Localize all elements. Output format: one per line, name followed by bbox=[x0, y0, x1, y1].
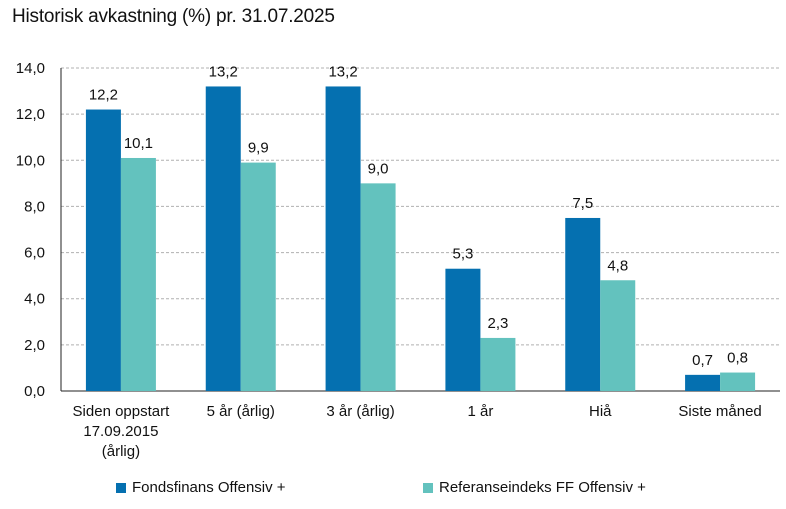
bar bbox=[600, 280, 636, 391]
bar bbox=[85, 109, 121, 392]
x-category-label-line: (årlig) bbox=[102, 443, 140, 460]
bar bbox=[445, 268, 481, 391]
data-label: 10,1 bbox=[124, 135, 153, 152]
y-tick-label: 0,0 bbox=[24, 383, 45, 400]
data-label: 13,2 bbox=[328, 63, 357, 80]
data-label: 9,9 bbox=[248, 140, 269, 157]
bar bbox=[480, 337, 516, 391]
bar bbox=[240, 162, 276, 391]
x-category-label: 3 år (årlig) bbox=[326, 403, 394, 420]
y-tick-label: 6,0 bbox=[24, 245, 45, 262]
data-label: 0,8 bbox=[727, 350, 748, 367]
legend-item-series-1: Fondsfinans Offensiv + bbox=[116, 479, 286, 496]
legend-swatch-series-1 bbox=[116, 482, 126, 493]
legend-item-series-2: Referanseindeks FF Offensiv + bbox=[423, 479, 646, 496]
x-category-label-line: Siden oppstart bbox=[73, 403, 171, 420]
axes: 0,0 2,0 4,0 6,0 8,0 10,0 12,0 14,0 Siden oppstar… bbox=[16, 60, 780, 460]
data-label: 2,3 bbox=[487, 315, 508, 332]
data-label: 12,2 bbox=[89, 87, 118, 104]
y-tick-label: 4,0 bbox=[24, 291, 45, 308]
bar bbox=[720, 372, 756, 391]
x-category-label: 1 år bbox=[467, 403, 493, 420]
x-category-label-line: Siste måned bbox=[678, 403, 761, 420]
x-category-label-line: 5 år (årlig) bbox=[207, 403, 275, 420]
bar bbox=[565, 217, 601, 391]
legend-label-series-1: Fondsfinans Offensiv + bbox=[132, 479, 286, 496]
data-label: 13,2 bbox=[209, 63, 238, 80]
y-tick-label: 14,0 bbox=[16, 60, 45, 77]
y-tick-label: 12,0 bbox=[16, 106, 45, 123]
bar bbox=[205, 86, 241, 391]
y-tick-label: 2,0 bbox=[24, 337, 45, 354]
y-tick-label: 8,0 bbox=[24, 198, 45, 215]
data-label: 9,0 bbox=[368, 160, 389, 177]
bars bbox=[85, 86, 756, 392]
gridlines bbox=[61, 67, 780, 346]
x-category-label-line: Hiå bbox=[589, 403, 612, 420]
data-label: 5,3 bbox=[452, 246, 473, 263]
bar bbox=[325, 86, 361, 391]
data-label: 7,5 bbox=[572, 195, 593, 212]
legend-label-series-2: Referanseindeks FF Offensiv + bbox=[439, 479, 646, 496]
bar bbox=[120, 157, 156, 391]
data-label: 0,7 bbox=[692, 352, 713, 369]
legend-swatch-series-2 bbox=[423, 482, 433, 493]
x-category-label: Siste måned bbox=[678, 403, 761, 420]
x-category-label: Hiå bbox=[589, 403, 612, 420]
chart-title: Historisk avkastning (%) pr. 31.07.2025 bbox=[12, 6, 335, 27]
x-category-label-line: 1 år bbox=[467, 403, 493, 420]
x-category-label: Siden oppstart 17.09.2015 (årlig) bbox=[73, 403, 171, 460]
x-category-label-line: 3 år (årlig) bbox=[326, 403, 394, 420]
x-category-label-line: 17.09.2015 bbox=[83, 423, 158, 440]
data-label: 4,8 bbox=[607, 257, 628, 274]
x-category-label: 5 år (årlig) bbox=[207, 403, 275, 420]
bar bbox=[360, 183, 396, 391]
labels: 12,2 10,1 13,2 9,9 13,2 9,0 5,3 2,3 7,5 4,8 0,7 0,8 bbox=[89, 63, 748, 368]
y-tick-label: 10,0 bbox=[16, 152, 45, 169]
bar bbox=[685, 374, 721, 391]
